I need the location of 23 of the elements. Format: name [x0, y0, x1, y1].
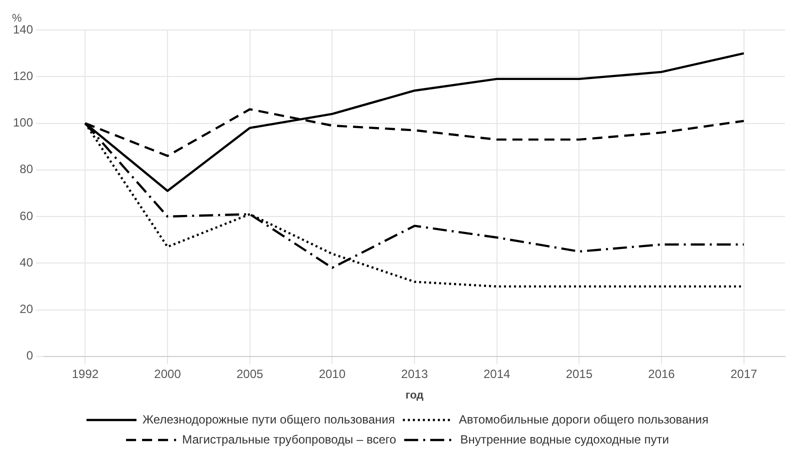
x-tick-label: 1992 [72, 366, 99, 381]
x-tick-label: 2015 [566, 366, 593, 381]
y-tick-label: 80 [20, 162, 34, 176]
x-axis-title: год [406, 389, 424, 402]
x-tick-label: 2000 [154, 366, 182, 381]
legend-label: Внутренние водные судоходные пути [460, 432, 669, 446]
legend-label: Магистральные трубопроводы – всего [182, 432, 397, 446]
x-tick-label: 2014 [483, 366, 511, 381]
y-tick-label: 140 [12, 22, 34, 36]
y-tick-label: 20 [20, 302, 34, 316]
y-tick-label: 60 [20, 208, 34, 223]
x-tick-label: 2017 [730, 366, 758, 381]
x-tick-label: 2010 [318, 366, 346, 381]
y-tick-label: 0 [26, 348, 34, 363]
y-axis-title: % [12, 12, 22, 25]
y-tick-label: 100 [12, 116, 34, 130]
x-tick-label: 2016 [648, 366, 676, 381]
legend-label: Железнодорожные пути общего пользования [142, 412, 395, 426]
x-tick-label: 2013 [401, 366, 428, 381]
y-tick-label: 120 [12, 68, 34, 83]
legend-label: Автомобильные дороги общего пользования [458, 412, 709, 426]
x-tick-label: 2005 [236, 366, 264, 381]
y-tick-label: 40 [20, 255, 34, 270]
